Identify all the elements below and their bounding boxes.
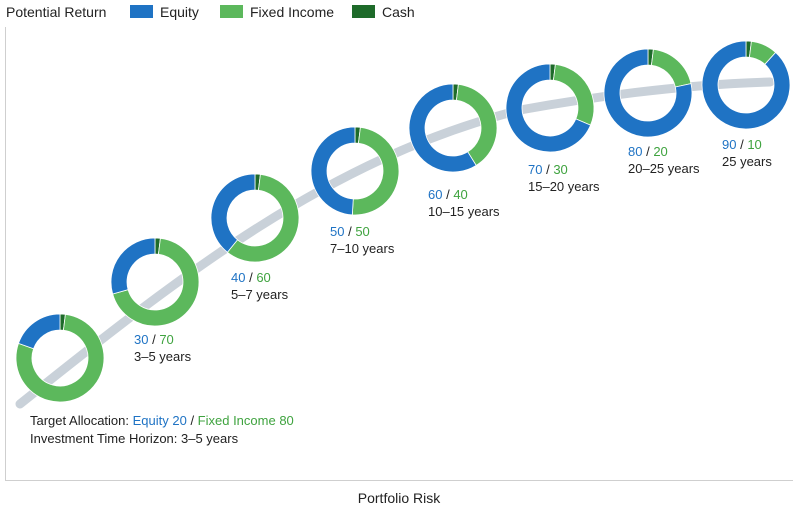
allocation-label-fixed-income: 30 xyxy=(553,162,567,177)
allocation-label-fixed-income: 60 xyxy=(256,270,270,285)
allocation-label-6: 70 / 30 xyxy=(528,162,568,177)
allocation-label-2: 30 / 70 xyxy=(134,332,174,347)
donut-2 xyxy=(110,237,200,327)
target-allocation-prefix: Target Allocation: xyxy=(30,413,133,428)
target-allocation-separator: / xyxy=(187,413,198,428)
allocation-label-separator: / xyxy=(642,144,653,159)
label-group: 30 / 70 3–5 years 40 / 60 5–7 years 50 / 50 7… xyxy=(134,137,772,364)
allocation-label-fixed-income: 10 xyxy=(747,137,761,152)
allocation-label-equity: 90 xyxy=(722,137,736,152)
allocation-label-separator: / xyxy=(148,332,159,347)
donut-6-equity-slice xyxy=(505,63,592,153)
allocation-label-4: 50 / 50 xyxy=(330,224,370,239)
donut-6-fixed-income-slice xyxy=(552,63,595,126)
donut-5-equity-slice xyxy=(408,83,477,173)
legend-label-cash: Cash xyxy=(382,4,415,20)
horizon-label-8: 25 years xyxy=(722,154,772,169)
allocation-label-equity: 70 xyxy=(528,162,542,177)
donut-7 xyxy=(603,48,693,138)
allocation-label-fixed-income: 50 xyxy=(355,224,369,239)
donut-2-fixed-income-slice xyxy=(112,237,200,327)
allocation-label-8: 90 / 10 xyxy=(722,137,762,152)
donut-8-equity-slice xyxy=(701,40,791,130)
allocation-label-fixed-income: 20 xyxy=(653,144,667,159)
allocation-label-equity: 30 xyxy=(134,332,148,347)
target-allocation-fixed-income: Fixed Income 80 xyxy=(198,413,294,428)
donut-1 xyxy=(15,313,105,403)
allocation-label-7: 80 / 20 xyxy=(628,144,668,159)
horizon-label-3: 5–7 years xyxy=(231,287,289,302)
donut-7-fixed-income-slice xyxy=(650,48,692,88)
investment-horizon-line: Investment Time Horizon: 3–5 years xyxy=(30,431,239,446)
donut-7-equity-slice xyxy=(603,48,693,138)
legend: Equity Fixed Income Cash xyxy=(130,4,415,20)
legend-label-fixed-income: Fixed Income xyxy=(250,4,334,20)
legend-swatch-fixed-income xyxy=(220,5,243,18)
donut-1-equity-slice xyxy=(17,313,61,350)
x-axis-label: Portfolio Risk xyxy=(358,490,441,506)
donut-5 xyxy=(408,83,498,173)
horizon-label-5: 10–15 years xyxy=(428,204,500,219)
donut-4-fixed-income-slice xyxy=(351,126,400,216)
donut-2-equity-slice xyxy=(110,237,156,295)
donut-8 xyxy=(701,40,791,130)
allocation-label-separator: / xyxy=(245,270,256,285)
allocation-label-equity: 60 xyxy=(428,187,442,202)
allocation-label-3: 40 / 60 xyxy=(231,270,271,285)
horizon-label-7: 20–25 years xyxy=(628,161,700,176)
donut-group xyxy=(15,40,791,403)
horizon-label-4: 7–10 years xyxy=(330,241,395,256)
donut-3-equity-slice xyxy=(210,173,256,253)
donut-4 xyxy=(310,126,400,216)
allocation-label-separator: / xyxy=(344,224,355,239)
allocation-label-equity: 50 xyxy=(330,224,344,239)
allocation-label-fixed-income: 70 xyxy=(159,332,173,347)
donut-3 xyxy=(210,173,300,263)
horizon-label-6: 15–20 years xyxy=(528,179,600,194)
allocation-label-separator: / xyxy=(442,187,453,202)
legend-swatch-equity xyxy=(130,5,153,18)
allocation-label-separator: / xyxy=(542,162,553,177)
donut-6 xyxy=(505,63,595,153)
target-allocation-line: Target Allocation: Equity 20 / Fixed Inc… xyxy=(30,413,294,428)
y-axis-label: Potential Return xyxy=(6,4,106,20)
donut-3-fixed-income-slice xyxy=(226,173,300,263)
allocation-label-equity: 80 xyxy=(628,144,642,159)
donut-4-equity-slice xyxy=(310,126,356,216)
target-allocation-equity: Equity 20 xyxy=(133,413,187,428)
legend-label-equity: Equity xyxy=(160,4,199,20)
donut-1-fixed-income-slice xyxy=(15,313,105,403)
allocation-label-5: 60 / 40 xyxy=(428,187,468,202)
allocation-label-separator: / xyxy=(736,137,747,152)
legend-swatch-cash xyxy=(352,5,375,18)
allocation-label-fixed-income: 40 xyxy=(453,187,467,202)
horizon-label-2: 3–5 years xyxy=(134,349,192,364)
allocation-label-equity: 40 xyxy=(231,270,245,285)
